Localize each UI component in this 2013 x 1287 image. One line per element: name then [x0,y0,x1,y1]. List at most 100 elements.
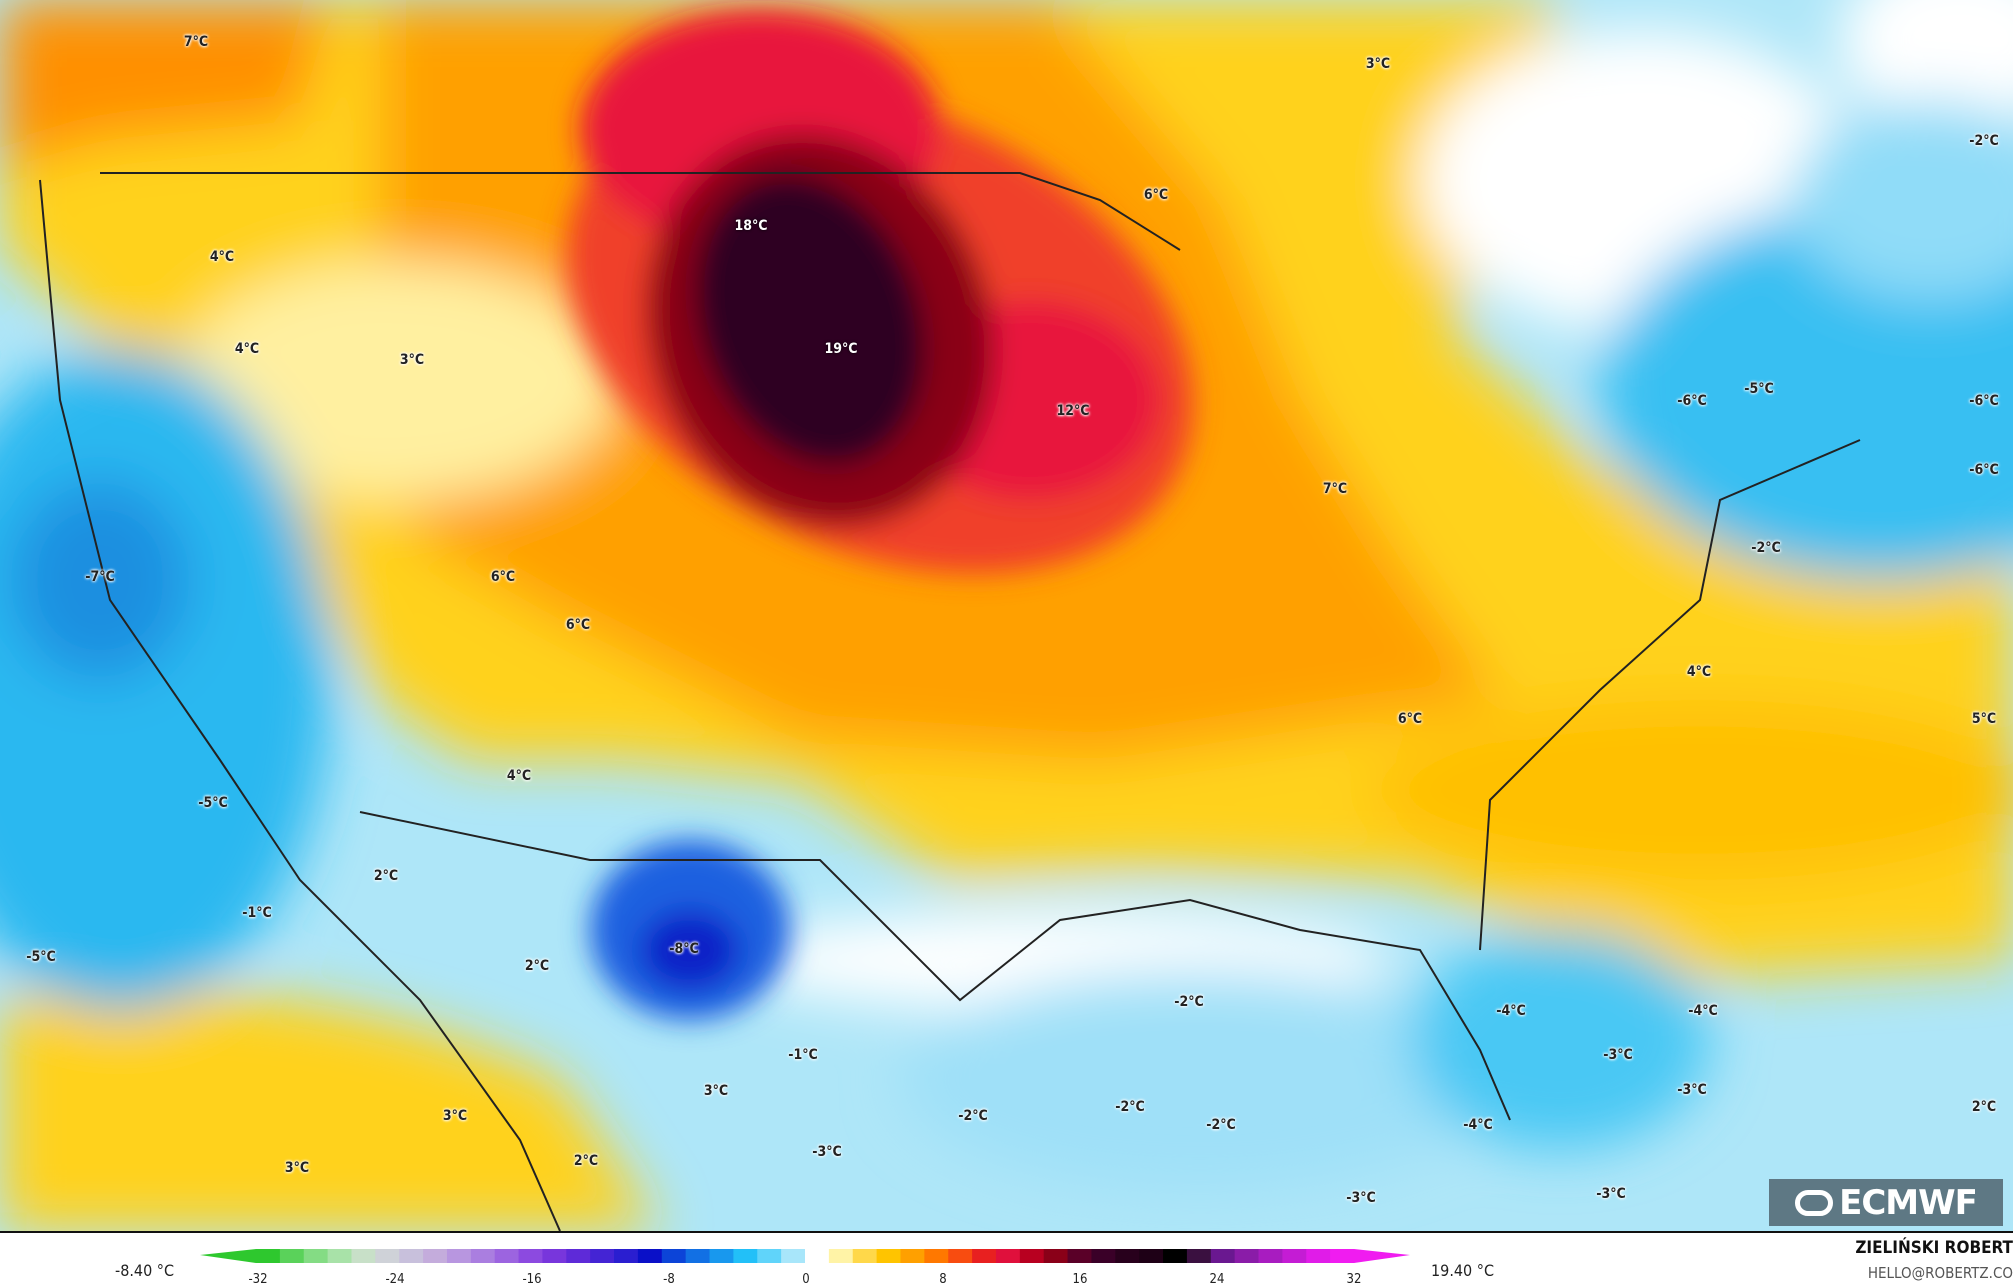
colorbar-segment [399,1249,424,1263]
colorbar-segment [1091,1249,1116,1263]
ecmwf-logo: ECMWF [1769,1179,2003,1226]
temperature-label: 4°C [209,249,235,265]
temperature-label: 3°C [442,1108,468,1124]
temperature-label: -3°C [1603,1047,1633,1063]
temperature-label: 6°C [1397,711,1423,727]
colorbar-segment [1258,1249,1283,1263]
colorbar-segment [805,1249,830,1263]
temperature-label: 4°C [234,341,260,357]
temperature-label: 6°C [1143,187,1169,203]
temperature-label: -3°C [812,1144,842,1160]
temperature-label: 3°C [1365,56,1391,72]
temperature-label: -1°C [242,905,272,921]
colorbar-tick-label: -32 [248,1272,268,1287]
logo-text: ECMWF [1839,1182,1978,1223]
colorbar-segment [566,1249,591,1263]
temperature-label: 6°C [490,569,516,585]
temperature-label: -5°C [26,949,56,965]
temperature-anomaly-map: 7°C 3°C -2°C 6°C 18°C 4°C 4°C 19°C 3°C -6°C -5°C -6… [0,0,2013,1233]
colorbar-segment [828,1249,854,1263]
colorbar-segment [423,1249,448,1263]
temperature-label: 18°C [734,218,768,234]
colorbar-tick-label: 0 [802,1272,810,1287]
temperature-label: 19°C [824,341,858,357]
colorbar [200,1249,1410,1263]
temperature-label: -2°C [1174,994,1204,1010]
colorbar-segment [852,1249,878,1263]
colorbar-min-arrow [200,1249,256,1263]
legend-min-value: -8.40 °C [115,1261,175,1280]
colorbar-segment [637,1249,663,1263]
temperature-label: -6°C [1677,393,1707,409]
temperature-label: 4°C [1686,664,1712,680]
colorbar-tick-label: 24 [1209,1272,1225,1287]
colorbar-segment [518,1249,543,1263]
temperature-label: -2°C [1115,1099,1145,1115]
colorbar-segment [327,1249,352,1263]
temperature-label: 12°C [1056,403,1090,419]
colorbar-max-arrow [1354,1249,1410,1263]
colorbar-segment [1019,1249,1045,1263]
temperature-label: -3°C [1596,1186,1626,1202]
colorbar-segment [446,1249,472,1263]
colorbar-segment [709,1249,734,1263]
colorbar-segment [924,1249,949,1263]
colorbar-segment [303,1249,329,1263]
temperature-label: 6°C [565,617,591,633]
colorbar-segment [1163,1249,1188,1263]
colorbar-segment [1282,1249,1307,1263]
temperature-label: -3°C [1346,1190,1376,1206]
temperature-label: -6°C [1969,393,1999,409]
temperature-label: -2°C [1206,1117,1236,1133]
colorbar-segment [948,1249,973,1263]
colorbar-tick-label: 8 [939,1272,947,1287]
colorbar-segment [1234,1249,1260,1263]
colorbar-segment [494,1249,520,1263]
colorbar-segment [279,1249,305,1263]
temperature-label: -4°C [1688,1003,1718,1019]
author-email: HELLO@ROBERTZ.CO [1867,1264,2013,1282]
colorbar-segment [351,1249,376,1263]
colorbar-segment [1306,1249,1331,1263]
colorbar-segment [1115,1249,1140,1263]
colorbar-segment [661,1249,687,1263]
temperature-label: -2°C [958,1108,988,1124]
colorbar-tick-label: -16 [522,1272,542,1287]
colorbar-segment [256,1249,281,1263]
colorbar-tick-label: -24 [385,1272,405,1287]
colorbar-segment [972,1249,997,1263]
temperature-label: -5°C [1744,381,1774,397]
colorbar-segment [1210,1249,1236,1263]
temperature-label: 2°C [1971,1099,1997,1115]
temperature-label: 3°C [399,352,425,368]
temperature-label: 3°C [703,1083,729,1099]
colorbar-segment [470,1249,496,1263]
colorbar-segment [1043,1249,1069,1263]
temperature-label: -4°C [1463,1117,1493,1133]
colorbar-segment [900,1249,925,1263]
colorbar-segment [733,1249,758,1263]
colorbar-segment [542,1249,567,1263]
colorbar-segment [781,1249,806,1263]
temperature-label: -8°C [669,941,699,957]
colorbar-segment [757,1249,782,1263]
colorbar-segment [876,1249,901,1263]
temperature-label: 5°C [1971,711,1997,727]
legend-max-value: 19.40 °C [1431,1261,1495,1280]
colorbar-tick-label: -8 [663,1272,675,1287]
temperature-label: 2°C [524,958,550,974]
temperature-label: -2°C [1751,540,1781,556]
colorbar-tick-label: 16 [1072,1272,1088,1287]
temperature-label: -7°C [85,569,115,585]
colorbar-segment [375,1249,400,1263]
colorbar-segment [1186,1249,1212,1263]
temperature-label: -3°C [1677,1082,1707,1098]
temperature-label: 4°C [506,768,532,784]
temperature-label: 7°C [1322,481,1348,497]
colorbar-segment [614,1249,639,1263]
colorbar-segment [1139,1249,1164,1263]
temperature-label: -5°C [198,795,228,811]
author-name: ZIELIŃSKI ROBERT [1855,1238,2013,1258]
temperature-label: -4°C [1496,1003,1526,1019]
temperature-label: 7°C [183,34,209,50]
